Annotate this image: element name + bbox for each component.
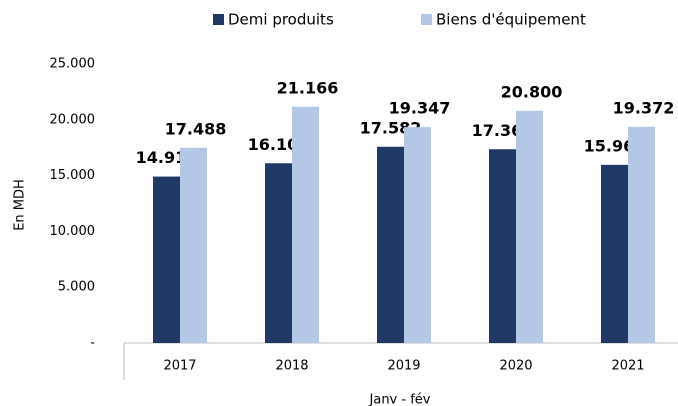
bar (377, 146, 404, 343)
bar (601, 164, 628, 343)
value-label: 19.372 (613, 98, 675, 117)
y-axis-label: En MDH (13, 179, 28, 231)
x-tick-label: 2017 (163, 359, 196, 374)
bar (292, 106, 319, 343)
y-tick-label: 10.000 (50, 224, 96, 239)
value-label: 20.800 (501, 82, 563, 101)
y-tick-label: 25.000 (50, 57, 96, 72)
y-tick-label: 5.000 (58, 280, 95, 295)
y-tick-label: - (90, 336, 95, 351)
bar (265, 163, 292, 343)
value-label: 19.347 (389, 99, 451, 118)
legend-swatch (213, 14, 224, 25)
value-label: 17.488 (165, 119, 227, 138)
legend-swatch (421, 14, 432, 25)
legend-label: Demi produits (228, 11, 334, 29)
x-axis-label: Janv - fév (369, 393, 431, 406)
y-tick-label: 15.000 (50, 168, 96, 183)
bar (404, 127, 431, 343)
x-tick-label: 2021 (611, 359, 644, 374)
bar (489, 149, 516, 343)
bar (153, 176, 180, 343)
bar (628, 126, 655, 344)
bar (180, 147, 207, 343)
value-label: 21.166 (277, 78, 339, 97)
x-tick-label: 2019 (387, 359, 420, 374)
legend-label: Biens d'équipement (436, 11, 586, 29)
y-tick-label: 20.000 (50, 112, 96, 127)
x-tick-label: 2020 (499, 359, 532, 374)
bar (516, 110, 543, 343)
x-tick-label: 2018 (275, 359, 308, 374)
